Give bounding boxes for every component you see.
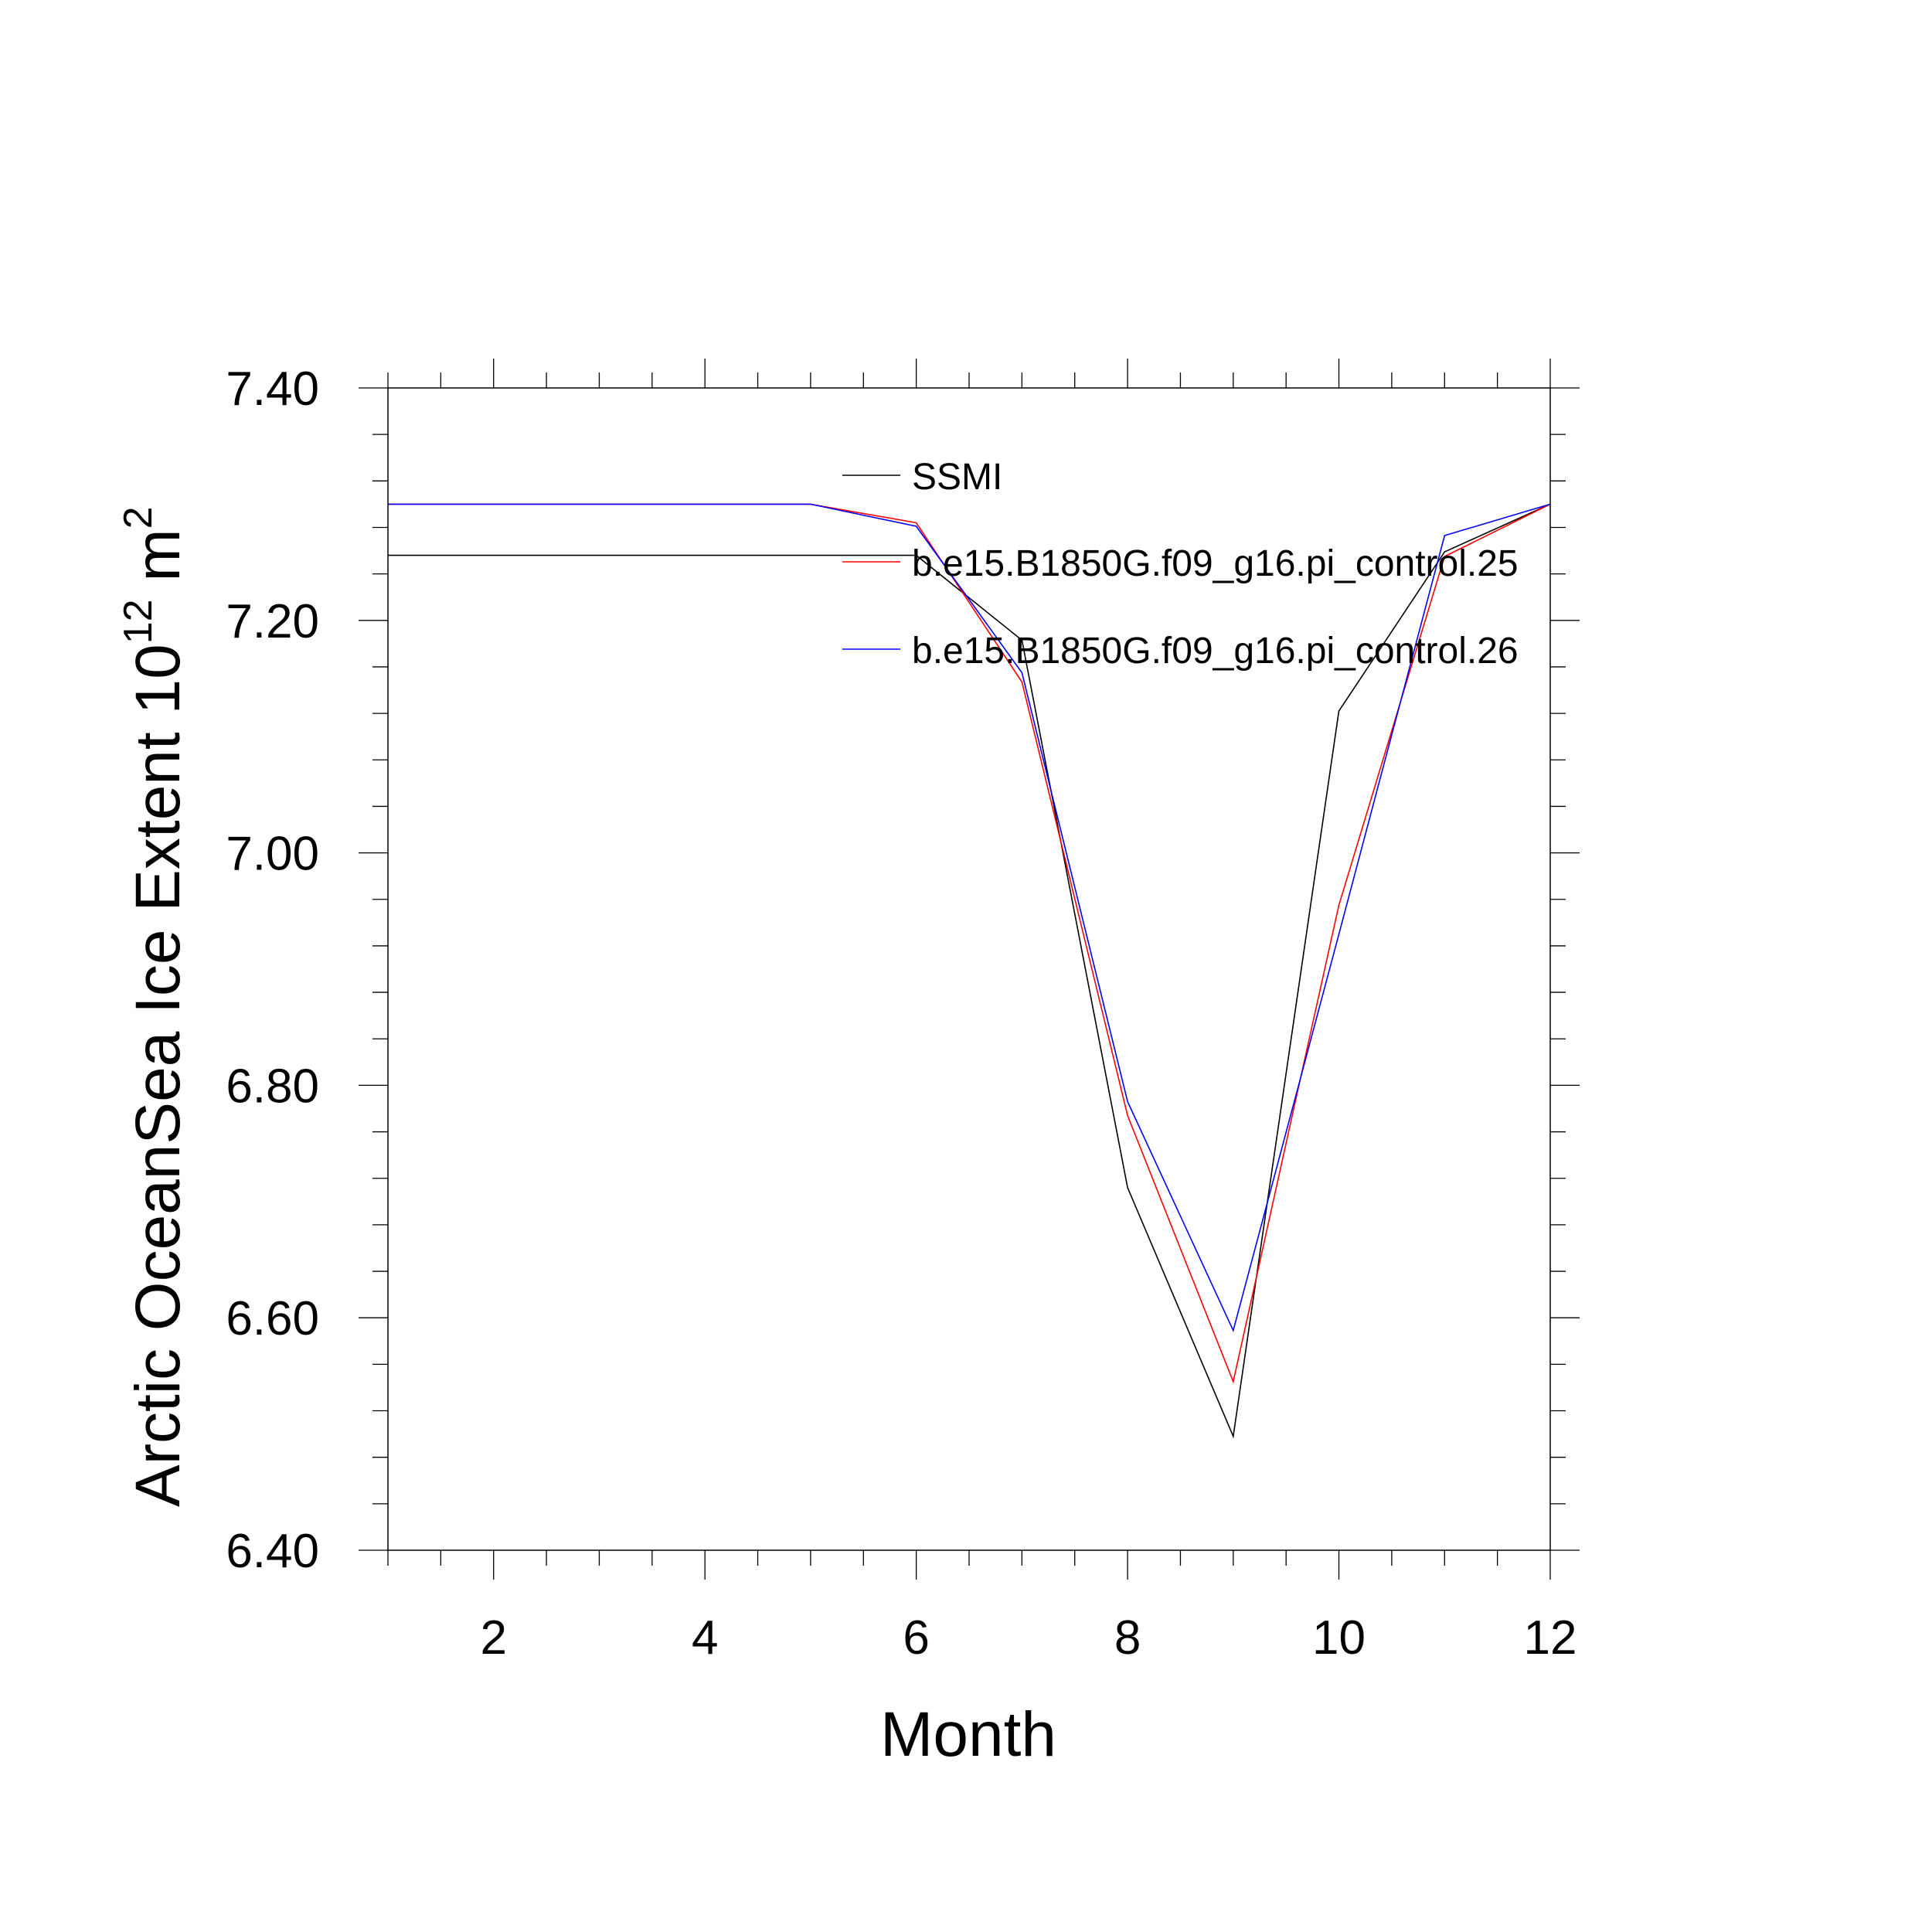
legend-label: SSMI (912, 457, 1002, 498)
y-axis-title-unit-exponent: 2 (116, 506, 161, 529)
y-axis-title-main: Arctic OceanSea Ice Extent 10 (123, 644, 193, 1507)
series-line (388, 503, 1551, 1333)
plot-frame (387, 387, 1551, 1551)
x-axis-title: Month (880, 1699, 1056, 1770)
y-axis-title-unit: m (123, 529, 193, 599)
y-tick-label: 6.80 (226, 1060, 319, 1113)
legend-label: b.e15.B1850G.f09_g16.pi_control.26 (912, 631, 1519, 672)
axis-tick-labels: 2 4 6 8 10 12 6.40 6.60 6.80 7.00 7.20 7.40 (226, 362, 1577, 1665)
y-tick-label: 7.40 (226, 362, 319, 416)
series-line (388, 503, 1551, 1439)
x-tick-label: 6 (903, 1611, 929, 1665)
y-tick-label: 7.00 (226, 828, 319, 881)
series-lines (388, 503, 1551, 1439)
x-tick-label: 2 (480, 1611, 506, 1665)
x-tick-label: 10 (1312, 1611, 1366, 1665)
y-tick-label: 7.20 (226, 595, 319, 648)
y-axis-title: Arctic OceanSea Ice Extent 1012 m2 (116, 506, 193, 1507)
legend: SSMI b.e15.B1850G.f09_g16.pi_control.25 b.… (842, 457, 1519, 672)
axis-ticks (359, 359, 1580, 1580)
x-tick-label: 4 (692, 1611, 718, 1665)
y-tick-label: 6.60 (226, 1292, 319, 1345)
y-axis-title-exponent: 12 (116, 599, 161, 644)
y-tick-label: 6.40 (226, 1525, 319, 1578)
legend-label: b.e15.B1850G.f09_g16.pi_control.25 (912, 543, 1519, 584)
x-tick-label: 12 (1524, 1611, 1577, 1665)
x-tick-label: 8 (1114, 1611, 1141, 1665)
